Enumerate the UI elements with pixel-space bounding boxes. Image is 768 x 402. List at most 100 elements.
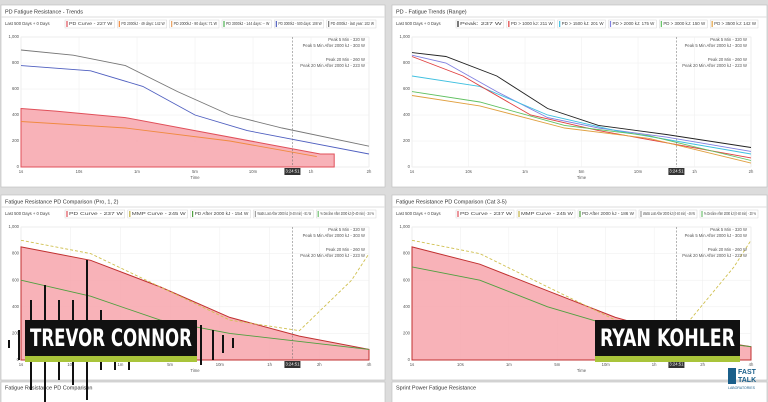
x-tick-label: 10m xyxy=(249,169,258,174)
curve xyxy=(20,49,370,147)
note: Peak 5 Min After 2000 kJ - 303 W xyxy=(303,233,365,238)
x-tick-label: 2h xyxy=(749,169,754,174)
curve xyxy=(411,52,752,148)
legend-box xyxy=(455,19,505,29)
legend-text: PD > 3000 kJ: 150 W xyxy=(663,21,705,26)
x-axis-label: Time xyxy=(190,368,200,373)
marker-tag xyxy=(668,361,685,368)
curve xyxy=(20,121,317,158)
x-tick-label: 1m xyxy=(134,169,140,174)
logo-text: TALK xyxy=(738,377,756,384)
legend-box xyxy=(709,19,759,29)
curve xyxy=(20,65,370,155)
speaker-name: TREVOR CONNOR xyxy=(30,324,192,352)
curve xyxy=(411,54,752,152)
x-tick-label: 5m xyxy=(192,169,198,174)
x-tick-label: 2h xyxy=(367,169,372,174)
legend-text: PD 2000kJ - 49 days: 142 W xyxy=(121,21,164,26)
y-tick-label: 600 xyxy=(12,277,20,282)
marker-label: 3:24:51 xyxy=(669,362,684,367)
legend-box xyxy=(64,209,125,219)
x-tick-label: 1h xyxy=(267,362,272,367)
y-tick-label: 0 xyxy=(408,164,411,169)
legend-box xyxy=(274,19,324,29)
name-box xyxy=(25,320,197,356)
y-tick-label: 800 xyxy=(12,251,20,256)
legend-box xyxy=(659,19,708,29)
legend-text: PD Curve - 237 W xyxy=(460,211,512,216)
note: Peak 5 Min After 2000 kJ - 303 W xyxy=(685,233,747,238)
period: Last 500 Days + 0 Days xyxy=(396,21,441,26)
legend-box xyxy=(117,19,167,29)
x-tick-label: 1m xyxy=(522,169,528,174)
legend-text: PD > 1500 kJ: 201 W xyxy=(562,21,604,26)
y-tick-label: 600 xyxy=(403,86,411,91)
y-tick-label: 0 xyxy=(408,357,411,362)
legend-text: Watts Lost After 2000 kJ (0-40 min) - 81… xyxy=(257,211,311,216)
logo-text: FAST xyxy=(738,369,757,376)
legend-text: PD 3000kJ - 500 days: 108 W xyxy=(278,21,321,26)
note: Peak 20 Min - 260 W xyxy=(708,247,747,252)
note: Peak 5 Min - 320 W xyxy=(328,227,365,232)
legend-text: PD 3000kJ - 144 days: -- W xyxy=(226,21,269,26)
x-tick-label: 1s xyxy=(410,169,414,174)
x-tick-label: 2h xyxy=(317,362,322,367)
period: Last 500 Days + 0 Days xyxy=(5,211,50,216)
curve xyxy=(411,56,752,159)
legend-box xyxy=(221,19,272,29)
y-tick-label: 400 xyxy=(12,304,20,309)
legend-text: % Decline After 2000 kJ (0-40 min) - 34 … xyxy=(320,211,374,216)
legend-text: MMP Curve - 245 W xyxy=(132,211,186,216)
legend-box xyxy=(577,209,637,219)
legend-text: Watts Lost After 2000 kJ (0-40 min) - 46… xyxy=(643,211,695,216)
panel: PD Fatigue Resistance - Trends Last 500 D… xyxy=(0,4,386,188)
logo-mark xyxy=(728,368,736,384)
panel-title: PD Fatigue Resistance - Trends xyxy=(5,9,83,15)
note: Peak 5 Min After 2000 kJ - 303 W xyxy=(303,43,365,48)
y-tick-label: 400 xyxy=(403,112,411,117)
x-tick-label: 10s xyxy=(67,362,74,367)
x-tick-label: 10s xyxy=(76,169,83,174)
y-tick-label: 1,000 xyxy=(9,34,20,39)
x-tick-label: 1m xyxy=(118,362,124,367)
panel-title: Fatigue Resistance PD Comparison (Pro, 1… xyxy=(5,199,119,205)
legend-text: PD > 2000 kJ: 175 W xyxy=(613,21,655,26)
y-tick-label: 800 xyxy=(12,60,20,65)
y-tick-label: 200 xyxy=(403,138,411,143)
x-tick-label: 10m xyxy=(216,362,225,367)
legend-text: PD > 1000 kJ: 211 W xyxy=(511,21,553,26)
note: Peak 5 Min After 2000 kJ - 303 W xyxy=(685,43,747,48)
x-tick-label: 4h xyxy=(367,362,372,367)
y-tick-label: 800 xyxy=(403,60,411,65)
name-underline xyxy=(25,356,197,362)
waveform-bar xyxy=(8,340,10,348)
period: Last 500 Days + 0 Days xyxy=(5,21,50,26)
y-tick-label: 400 xyxy=(12,112,20,117)
x-axis-label: Time xyxy=(577,175,587,180)
y-tick-label: 200 xyxy=(403,331,411,336)
legend-text: MMP Curve - 245 W xyxy=(521,211,573,216)
legend-box xyxy=(608,19,657,29)
note: Peak 20 Min After 2000 kJ - 223 W xyxy=(682,253,747,258)
note: Peak 20 Min After 2000 kJ - 223 W xyxy=(682,63,747,68)
panel-title: Sprint Power Fatigue Resistance xyxy=(396,385,476,391)
note: Peak 20 Min - 260 W xyxy=(708,57,747,62)
x-tick-label: 4h xyxy=(749,362,754,367)
marker-tag xyxy=(284,361,301,368)
y-tick-label: 200 xyxy=(12,138,20,143)
marker-label: 3:24:51 xyxy=(285,169,300,174)
x-tick-label: 1h xyxy=(692,169,697,174)
name-box xyxy=(595,320,740,356)
panel-frame xyxy=(0,381,386,402)
legend-text: PD Curve - 237 W xyxy=(69,211,123,216)
x-tick-label: 10m xyxy=(602,362,611,367)
note: Peak 5 Min - 320 W xyxy=(328,37,365,42)
curve xyxy=(411,95,752,164)
waveform-bar xyxy=(222,335,224,353)
x-tick-label: 2h xyxy=(700,362,705,367)
x-axis-label: Time xyxy=(190,175,200,180)
legend-box xyxy=(699,209,759,219)
legend-text: Peak: 237 W xyxy=(460,21,502,26)
legend-box xyxy=(127,209,188,219)
